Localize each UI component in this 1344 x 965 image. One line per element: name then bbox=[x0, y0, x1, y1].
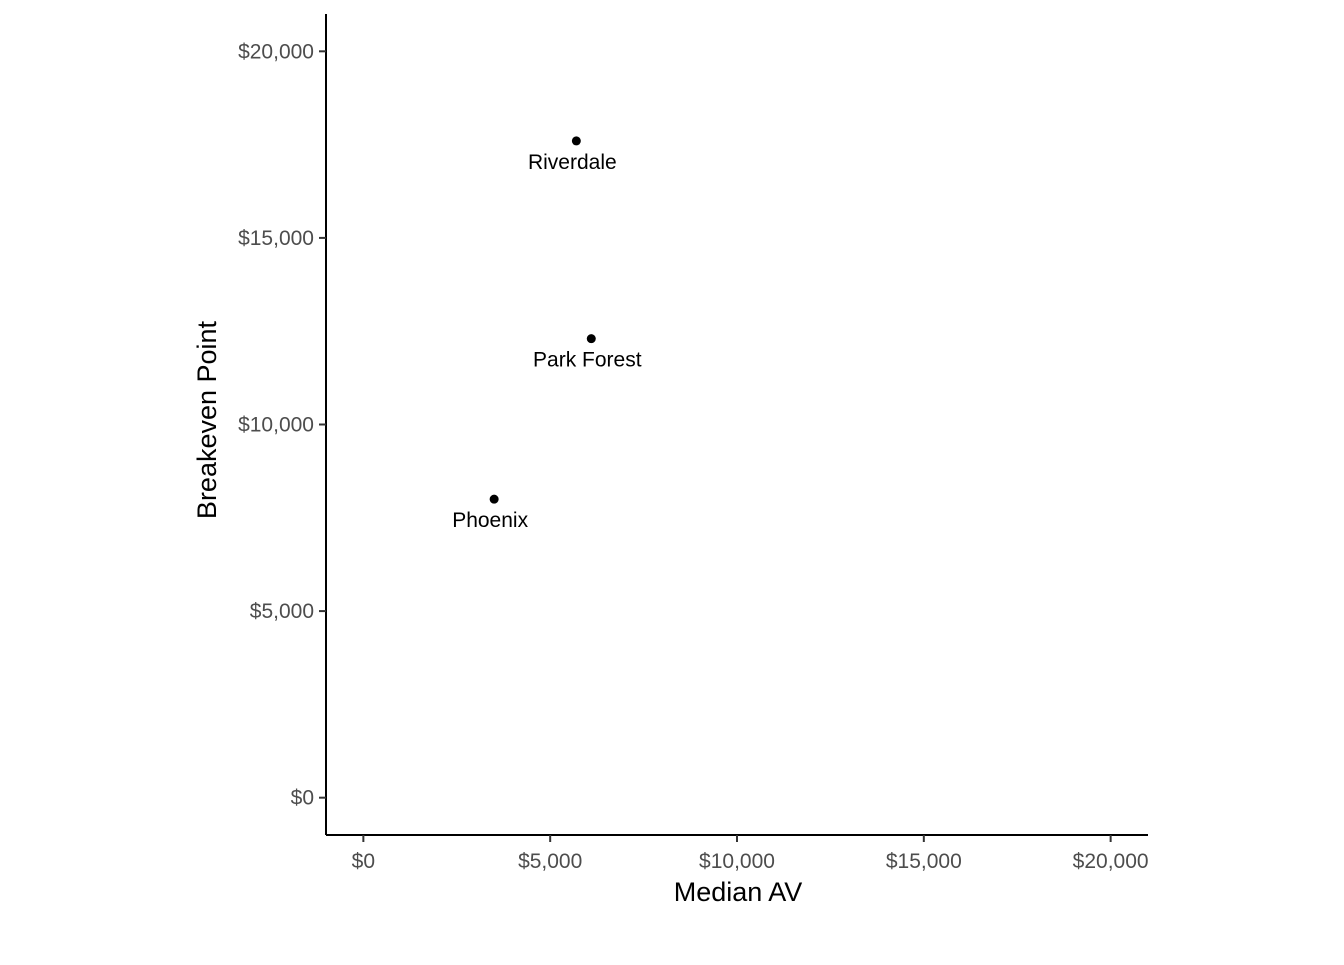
y-tick-label: $15,000 bbox=[238, 227, 314, 250]
y-axis-ticks: $0 $5,000 $10,000 $15,000 $20,000 bbox=[238, 40, 326, 810]
point-labels: Riverdale Park Forest Phoenix bbox=[452, 151, 642, 532]
data-points bbox=[489, 136, 596, 504]
y-tick-label: $0 bbox=[291, 787, 314, 810]
x-tick-label: $10,000 bbox=[699, 850, 775, 873]
point-label: Phoenix bbox=[452, 509, 528, 532]
x-tick-label: $15,000 bbox=[886, 850, 962, 873]
point-label: Park Forest bbox=[533, 349, 642, 372]
x-tick-label: $5,000 bbox=[518, 850, 582, 873]
x-axis-title: Median AV bbox=[674, 877, 803, 907]
data-point bbox=[571, 136, 581, 146]
y-tick-label: $5,000 bbox=[250, 600, 314, 623]
y-tick-label: $10,000 bbox=[238, 414, 314, 437]
axes bbox=[325, 14, 1148, 836]
x-tick-label: $0 bbox=[352, 850, 375, 873]
x-axis-ticks: $0 $5,000 $10,000 $15,000 $20,000 bbox=[352, 835, 1149, 873]
point-label: Riverdale bbox=[528, 151, 617, 174]
y-axis-title: Breakeven Point bbox=[192, 320, 222, 519]
data-point bbox=[586, 334, 596, 344]
y-tick-label: $20,000 bbox=[238, 40, 314, 63]
x-tick-label: $20,000 bbox=[1073, 850, 1149, 873]
data-point bbox=[489, 494, 499, 504]
